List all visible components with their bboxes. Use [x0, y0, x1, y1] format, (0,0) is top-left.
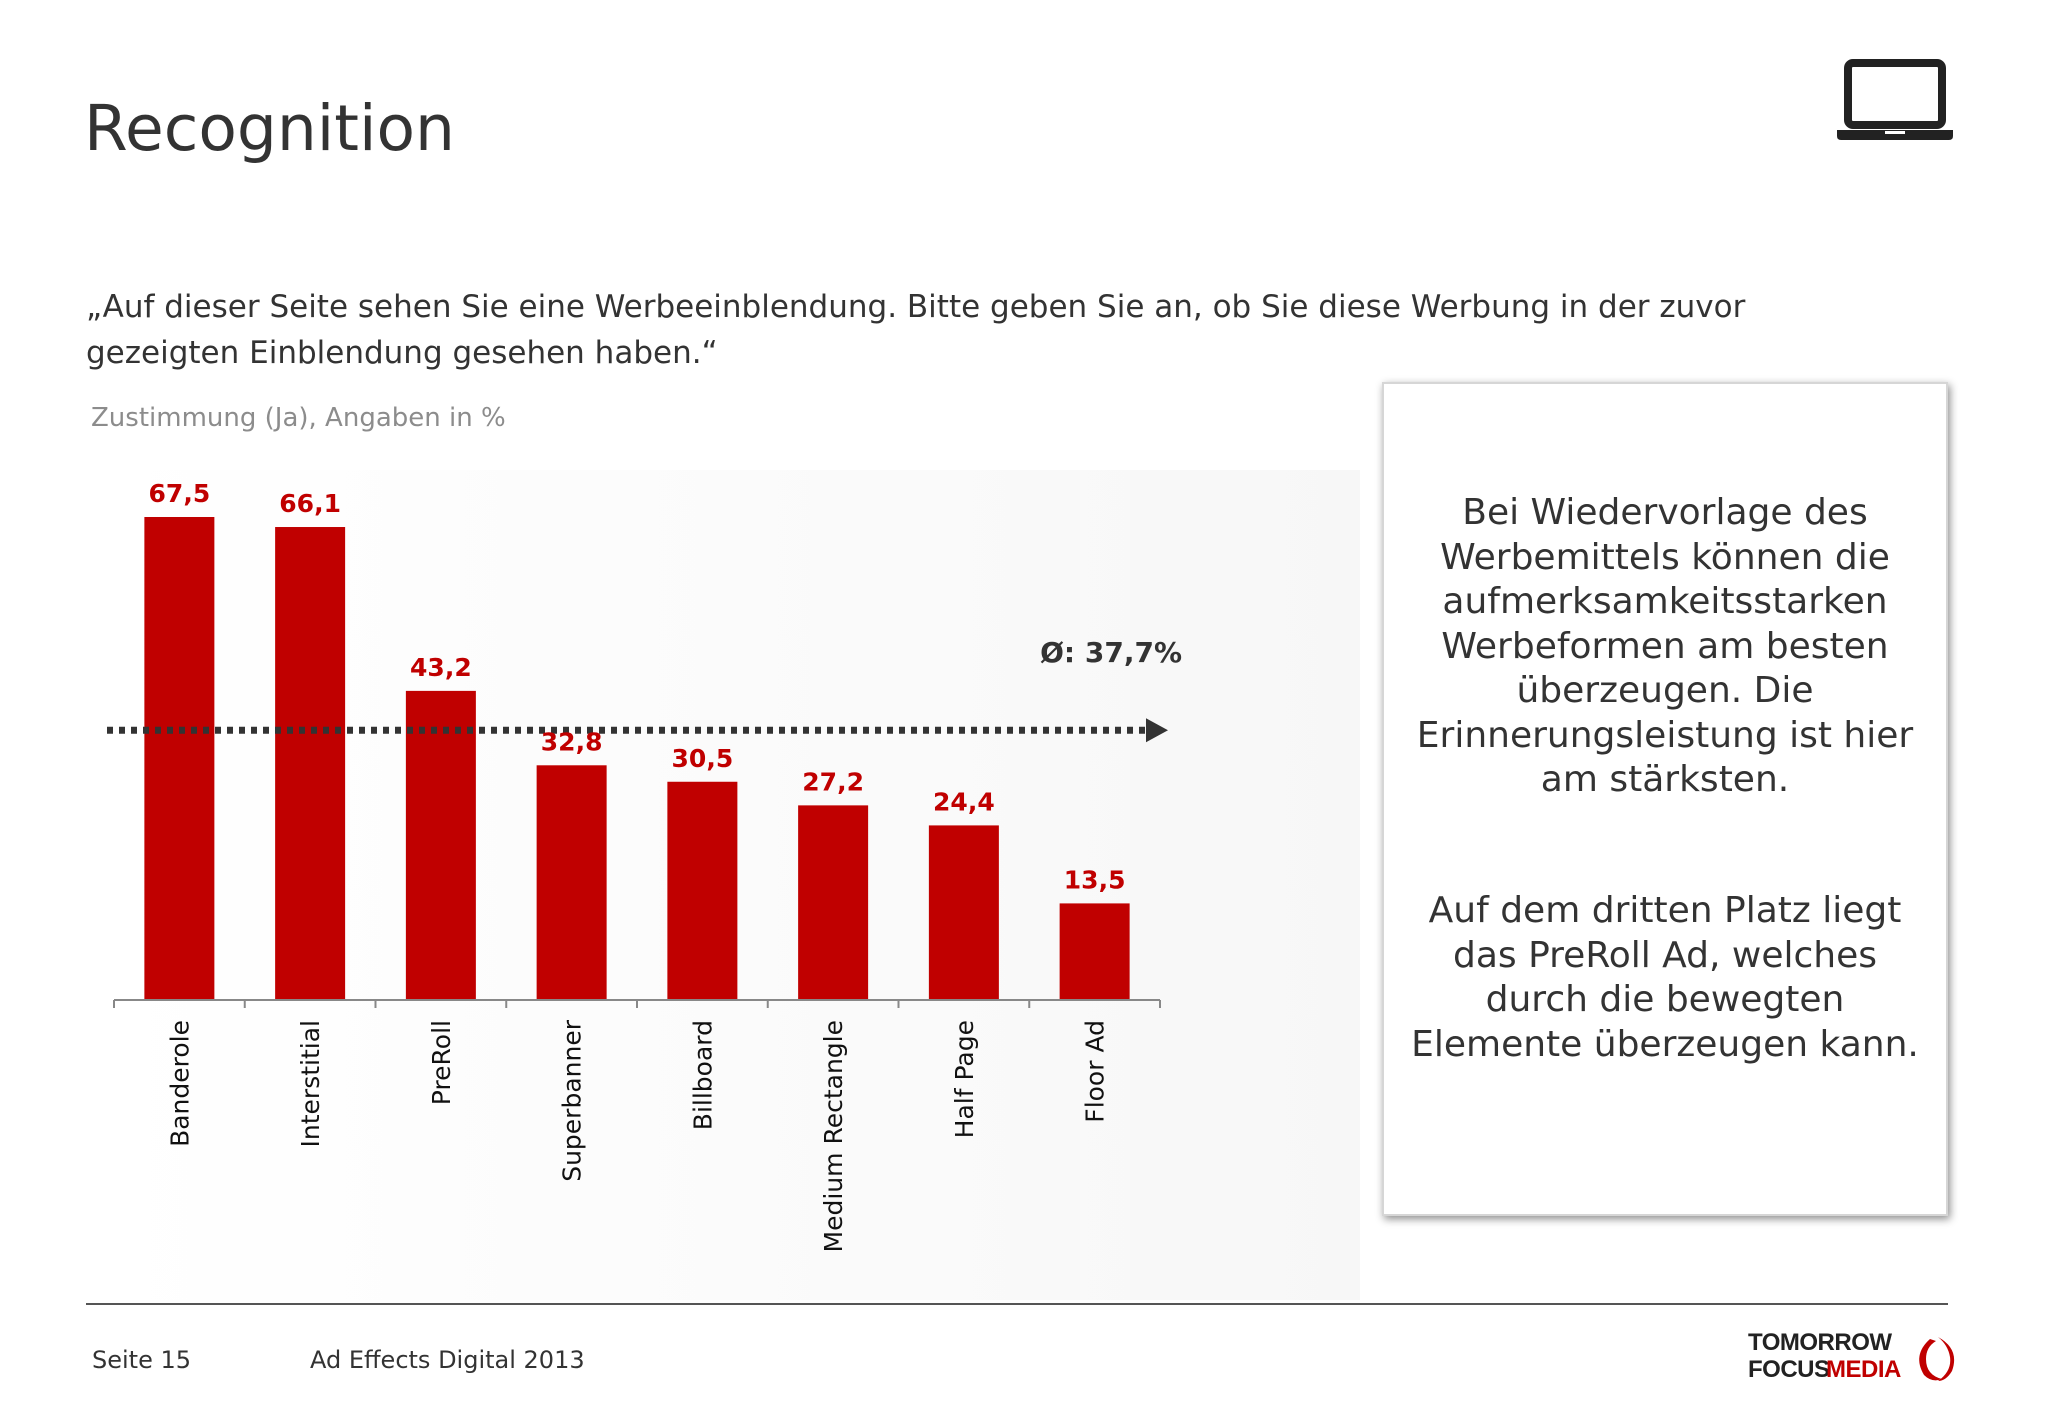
value-label: 67,5 — [149, 479, 211, 508]
unit-label: Zustimmung (Ja), Angaben in % — [91, 403, 506, 433]
page-number: Seite 15 — [92, 1346, 192, 1374]
value-label: 27,2 — [802, 767, 864, 796]
bar — [144, 517, 215, 1000]
logo-swoosh-icon — [1919, 1339, 1942, 1381]
value-label: 32,8 — [541, 727, 603, 756]
bar — [275, 527, 346, 1000]
category-label: PreRoll — [427, 1020, 456, 1105]
page-title: Recognition — [84, 92, 455, 165]
tomorrow-focus-media-logo: TOMORROW FOCUS MEDIA — [1748, 1329, 1955, 1383]
bar — [798, 805, 869, 1000]
value-label: 24,4 — [933, 787, 995, 816]
callout-paragraph-2: Auf dem dritten Platz liegt das PreRoll … — [1411, 890, 1919, 1065]
logo-line-2-media: MEDIA — [1826, 1356, 1901, 1383]
bar — [405, 690, 476, 1000]
category-label: Interstitial — [296, 1020, 325, 1147]
survey-question: „Auf dieser Seite sehen Sie eine Werbeei… — [86, 289, 1746, 371]
bar-chart: Ø: 37,7% 67,5 Banderole 66,1 Interstitial 43… — [107, 470, 1360, 1300]
value-label: 66,1 — [279, 489, 341, 518]
logo-line-2-focus: FOCUS — [1748, 1356, 1830, 1383]
category-label: Half Page — [950, 1020, 979, 1138]
callout-paragraph-1: Bei Wiedervorlage des Werbemittels könne… — [1416, 492, 1914, 800]
category-label: Superbanner — [558, 1019, 587, 1182]
value-label: 13,5 — [1064, 865, 1126, 894]
bar — [928, 825, 999, 1000]
category-label: Billboard — [688, 1020, 717, 1130]
category-label: Medium Rectangle — [819, 1020, 848, 1252]
footer-divider — [86, 1303, 1948, 1305]
average-arrow-icon — [1146, 718, 1168, 743]
bar — [1059, 903, 1130, 1000]
callout-box: Bei Wiedervorlage des Werbemittels könne… — [1382, 382, 1948, 1216]
laptop-icon — [1837, 59, 1953, 140]
logo-swoosh-right-icon — [1938, 1337, 1955, 1381]
logo-line-1: TOMORROW — [1748, 1329, 1892, 1356]
category-label: Floor Ad — [1081, 1020, 1110, 1123]
average-label: Ø: 37,7% — [1040, 636, 1182, 669]
value-label: 43,2 — [410, 653, 472, 682]
bar — [536, 765, 607, 1000]
category-label: Banderole — [165, 1020, 194, 1147]
value-label: 30,5 — [672, 744, 734, 773]
bar — [667, 781, 738, 1000]
report-name: Ad Effects Digital 2013 — [310, 1346, 585, 1374]
